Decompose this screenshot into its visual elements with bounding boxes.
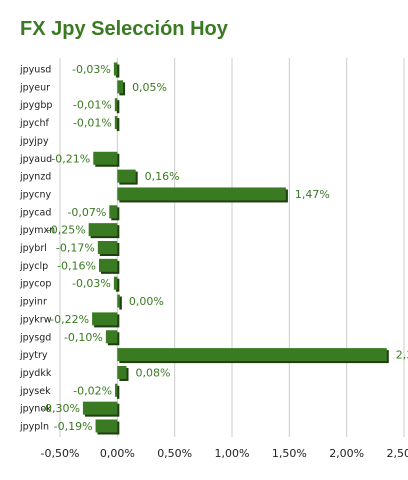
category-label: jpymxn — [19, 225, 55, 236]
bar — [113, 276, 118, 290]
bar — [113, 62, 118, 76]
data-label: -0,03% — [72, 277, 111, 290]
data-label: -0,10% — [64, 331, 103, 344]
bar — [98, 258, 118, 272]
category-label: jpygbp — [19, 100, 52, 111]
category-label: jpycny — [19, 189, 52, 200]
x-axis: -0,50% 0,00% 0,50% 1,00% 1,50% 2,00% 2,50% — [41, 447, 408, 460]
data-label: -0,02% — [73, 384, 112, 397]
category-label: jpykrw — [19, 314, 52, 325]
bar — [117, 365, 127, 379]
bar — [117, 80, 124, 94]
data-label: 0,00% — [129, 295, 164, 308]
category-label: jpysek — [19, 386, 51, 397]
bar — [93, 151, 118, 165]
x-tick-label: 2,50% — [387, 447, 408, 460]
bar — [88, 223, 118, 237]
bar-shadow — [117, 385, 120, 399]
bar-shadow — [115, 64, 120, 78]
bar — [92, 312, 118, 326]
category-label: jpycad — [19, 207, 51, 218]
bar — [114, 98, 118, 112]
data-label: 0,16% — [145, 170, 180, 183]
category-label: jpychf — [19, 118, 50, 129]
bar — [115, 383, 118, 397]
category-label: jpysgd — [19, 332, 51, 343]
category-label: jpydkk — [19, 368, 52, 379]
data-label: -0,01% — [73, 99, 112, 112]
x-tick-label: 2,00% — [329, 447, 364, 460]
bar-shadow — [116, 100, 120, 114]
category-label: jpyusd — [19, 65, 51, 76]
bar — [117, 294, 120, 308]
category-label: jpyclp — [19, 261, 48, 272]
data-label: 2,35% — [396, 349, 408, 362]
bar — [95, 419, 118, 433]
data-label: -0,30% — [41, 402, 80, 415]
category-label: jpynok — [19, 404, 52, 415]
bar — [117, 187, 286, 201]
category-label: jpypln — [19, 422, 49, 433]
x-tick-label: -0,50% — [41, 447, 80, 460]
category-label: jpybrl — [19, 243, 47, 254]
data-label: -0,16% — [57, 259, 96, 272]
bars-layer — [82, 62, 389, 435]
chart-title: FX Jpy Selección Hoy — [20, 18, 228, 40]
data-label: -0,03% — [72, 63, 111, 76]
bar-shadow — [115, 278, 120, 292]
data-label: -0,25% — [47, 224, 86, 237]
category-label: jpytry — [19, 350, 48, 361]
bar-shadow — [119, 296, 122, 310]
data-label: 1,47% — [295, 188, 330, 201]
bar-shadow — [116, 118, 120, 132]
data-label: 0,08% — [136, 366, 171, 379]
bar — [82, 401, 118, 415]
bar — [114, 116, 118, 130]
data-label: -0,07% — [67, 206, 106, 219]
category-label: jpyaud — [19, 154, 52, 165]
category-label: jpyeur — [19, 82, 50, 93]
data-label: -0,17% — [56, 242, 95, 255]
category-label: jpyjpy — [19, 136, 49, 147]
x-tick-label: 1,00% — [215, 447, 250, 460]
x-tick-label: 1,50% — [272, 447, 307, 460]
data-label: 0,05% — [132, 81, 167, 94]
x-tick-label: 0,00% — [100, 447, 135, 460]
bar — [109, 205, 118, 219]
category-label: jpyinr — [19, 297, 47, 308]
category-label: jpynzd — [19, 172, 51, 183]
data-label: -0,22% — [50, 313, 89, 326]
category-label: jpycop — [19, 279, 51, 290]
data-label: -0,19% — [54, 420, 93, 433]
data-label: -0,21% — [51, 152, 90, 165]
labels-layer: jpyusd -0,03% jpyeur 0,05% jpygbp -0,01% jpych… — [19, 63, 408, 433]
data-label: -0,01% — [73, 117, 112, 130]
bar — [97, 241, 118, 254]
bar — [117, 169, 136, 183]
x-tick-label: 0,50% — [157, 447, 192, 460]
bar — [117, 348, 387, 362]
bar — [105, 330, 118, 344]
